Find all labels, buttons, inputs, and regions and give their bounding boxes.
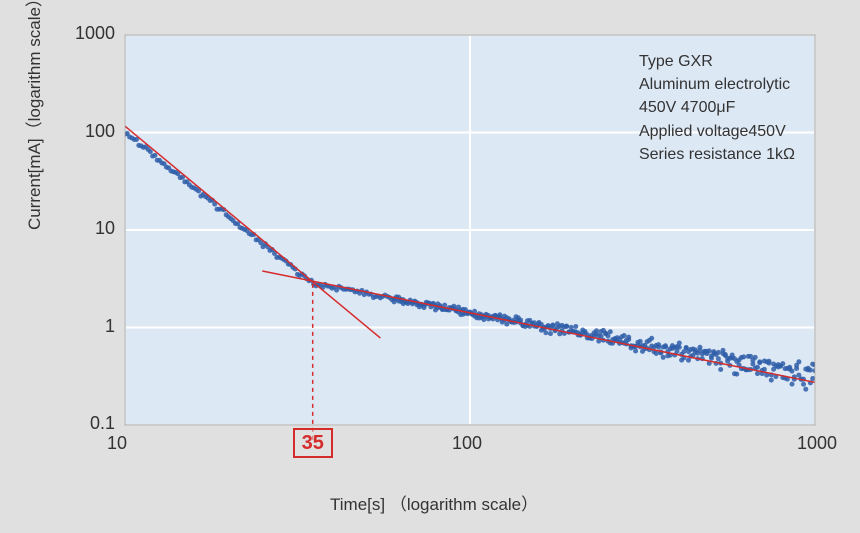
y-tick-label: 100 bbox=[85, 121, 115, 142]
x-tick-label: 10 bbox=[107, 433, 127, 454]
annotation-line: Series resistance 1kΩ bbox=[639, 143, 795, 166]
highlight-breakpoint-box: 35 bbox=[293, 428, 333, 458]
annotation-line: Type GXR bbox=[639, 50, 795, 73]
annotation-line: Applied voltage450V bbox=[639, 120, 795, 143]
x-tick-label: 100 bbox=[452, 433, 482, 454]
x-axis-label: Time[s] （logarithm scale） bbox=[330, 490, 538, 515]
y-tick-label: 1000 bbox=[75, 23, 115, 44]
annotation-line: 450V 4700μF bbox=[639, 96, 795, 119]
x-tick-label: 1000 bbox=[797, 433, 837, 454]
annotation-line: Aluminum electrolytic bbox=[639, 73, 795, 96]
y-tick-label: 1 bbox=[105, 316, 115, 337]
figure-container: Current[mA]（logarithm scale） Time[s] （lo… bbox=[0, 0, 860, 533]
y-axis-label: Current[mA]（logarithm scale） bbox=[20, 0, 45, 230]
y-tick-label: 0.1 bbox=[90, 413, 115, 434]
chart-annotation: Type GXRAluminum electrolytic450V 4700μF… bbox=[639, 50, 795, 166]
y-tick-label: 10 bbox=[95, 218, 115, 239]
